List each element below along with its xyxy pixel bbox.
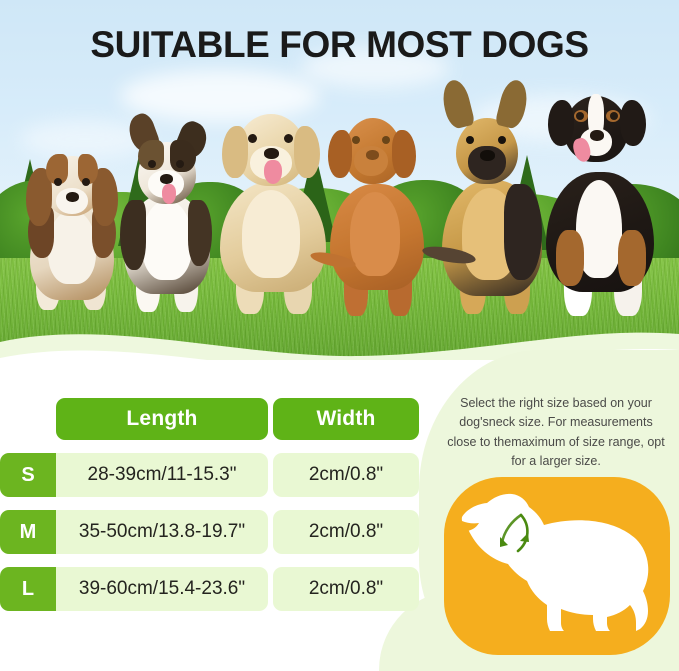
hero-photo: [0, 0, 679, 372]
size-badge-l: L: [0, 567, 56, 611]
cell-width-l: 2cm/0.8": [273, 567, 419, 611]
dog-vizsla: [309, 104, 434, 316]
neck-measure-arrow: [500, 513, 529, 553]
neck-measurement-diagram: [440, 473, 672, 658]
cell-width-m: 2cm/0.8": [273, 510, 419, 554]
cell-length-s: 28-39cm/11-15.3": [56, 453, 268, 497]
size-badge-s: S: [0, 453, 56, 497]
size-table-header: Length Width: [56, 398, 425, 440]
size-table: Length Width S 28-39cm/11-15.3" 2cm/0.8"…: [0, 398, 425, 611]
dog-silhouette-icon: [461, 493, 649, 631]
dog-jack-russell-mix: [112, 108, 222, 313]
dog-golden-retriever: [208, 96, 338, 314]
table-row: L 39-60cm/15.4-23.6" 2cm/0.8": [0, 567, 425, 611]
cloud: [120, 70, 320, 122]
cell-length-l: 39-60cm/15.4-23.6": [56, 567, 268, 611]
dog-bernese-mountain-dog: [534, 80, 666, 316]
column-header-length: Length: [56, 398, 268, 440]
dog-german-shepherd: [421, 77, 554, 316]
bottom-panel: Length Width S 28-39cm/11-15.3" 2cm/0.8"…: [0, 350, 679, 671]
cloud: [300, 48, 450, 88]
cell-width-s: 2cm/0.8": [273, 453, 419, 497]
table-row: M 35-50cm/13.8-19.7" 2cm/0.8": [0, 510, 425, 554]
sizing-note: Select the right size based on your dog'…: [447, 396, 665, 469]
column-header-width: Width: [273, 398, 419, 440]
table-row: S 28-39cm/11-15.3" 2cm/0.8": [0, 453, 425, 497]
page-title: SUITABLE FOR MOST DOGS: [90, 24, 589, 65]
dog-beagle: [20, 148, 130, 310]
cell-length-m: 35-50cm/13.8-19.7": [56, 510, 268, 554]
size-badge-m: M: [0, 510, 56, 554]
